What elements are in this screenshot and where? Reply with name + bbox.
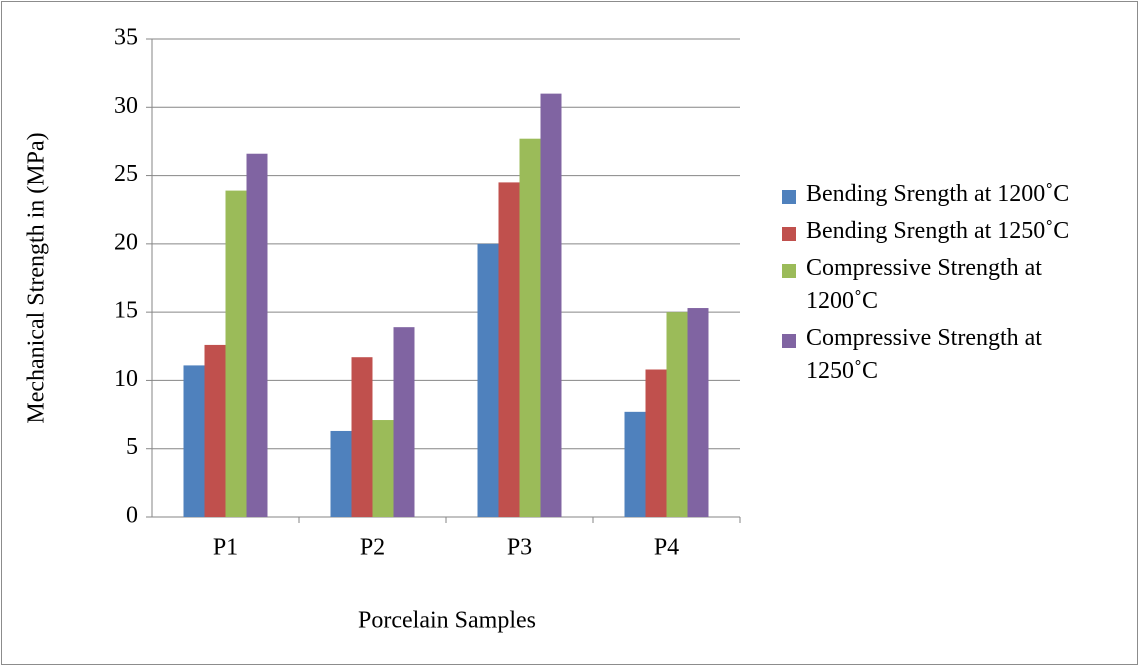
y-tick-label: 35 bbox=[114, 25, 138, 51]
legend-label: Compressive Strength at 1200˚C bbox=[806, 255, 1042, 314]
y-tick-label: 30 bbox=[114, 93, 138, 119]
bar bbox=[372, 420, 394, 517]
x-tick-label: P4 bbox=[654, 535, 679, 561]
bar bbox=[351, 357, 373, 517]
bar bbox=[645, 369, 667, 517]
bar bbox=[498, 182, 520, 517]
legend-item: Bending Srength at 1250˚C bbox=[782, 215, 1112, 248]
bar bbox=[540, 93, 562, 517]
legend-label: Bending Srength at 1200˚C bbox=[806, 181, 1070, 207]
x-tick-label: P3 bbox=[507, 535, 532, 561]
bar bbox=[330, 430, 352, 517]
y-tick-label: 20 bbox=[114, 229, 138, 255]
legend-item: Compressive Strength at 1250˚C bbox=[782, 322, 1112, 388]
bar bbox=[183, 365, 205, 517]
bar bbox=[624, 411, 646, 517]
legend-swatch bbox=[782, 227, 796, 241]
bar bbox=[246, 153, 268, 517]
bar bbox=[225, 190, 247, 517]
bar bbox=[477, 243, 499, 517]
y-tick-label: 15 bbox=[114, 298, 138, 324]
bar bbox=[687, 308, 709, 517]
y-axis-title: Mechanical Strength in (MPa) bbox=[24, 132, 50, 423]
bar bbox=[666, 312, 688, 517]
legend-label: Compressive Strength at 1250˚C bbox=[806, 325, 1042, 384]
x-axis-title: Porcelain Samples bbox=[358, 608, 536, 634]
y-tick-label: 10 bbox=[114, 366, 138, 392]
bar bbox=[519, 138, 541, 517]
x-tick-label: P1 bbox=[213, 535, 238, 561]
y-tick-label: 0 bbox=[126, 503, 138, 529]
legend: Bending Srength at 1200˚C Bending Srength… bbox=[782, 178, 1112, 392]
x-tick-label: P2 bbox=[360, 535, 385, 561]
bar bbox=[204, 344, 226, 517]
y-tick-label: 25 bbox=[114, 161, 138, 187]
legend-swatch bbox=[782, 334, 796, 348]
bar bbox=[393, 327, 415, 517]
legend-item: Bending Srength at 1200˚C bbox=[782, 178, 1112, 211]
legend-swatch bbox=[782, 190, 796, 204]
legend-item: Compressive Strength at 1200˚C bbox=[782, 252, 1112, 318]
legend-swatch bbox=[782, 264, 796, 278]
legend-label: Bending Srength at 1250˚C bbox=[806, 218, 1070, 244]
y-tick-label: 5 bbox=[126, 434, 138, 460]
